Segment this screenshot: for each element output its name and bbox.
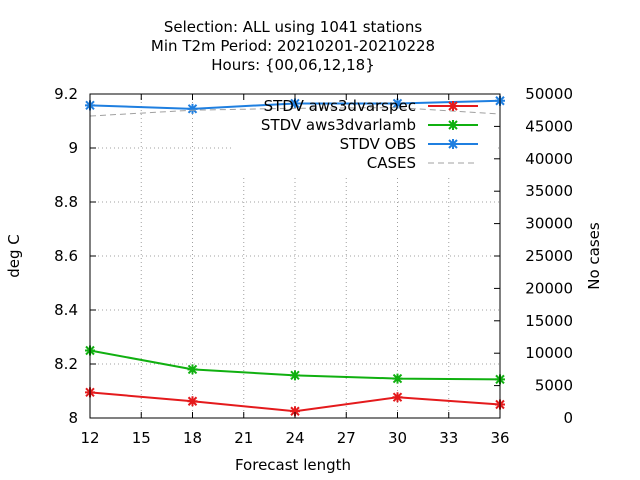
data-point xyxy=(187,396,198,407)
y2-axis-label: No cases xyxy=(585,222,603,290)
x-axis-label: Forecast length xyxy=(235,456,351,474)
y-axis-label: deg C xyxy=(5,234,23,278)
y2-tick-label: 45000 xyxy=(525,117,573,135)
y-tick-label: 8.6 xyxy=(54,247,78,265)
legend-label: STDV aws3dvarspec xyxy=(264,97,416,115)
y2-tick-label: 30000 xyxy=(525,215,573,233)
y-tick-label: 9.2 xyxy=(54,85,78,103)
y2-tick-label: 5000 xyxy=(535,377,573,395)
y-tick-label: 8.2 xyxy=(54,355,78,373)
data-point xyxy=(392,98,403,109)
x-tick-label: 30 xyxy=(388,429,407,447)
y-tick-label: 8.8 xyxy=(54,193,78,211)
data-point xyxy=(392,392,403,403)
x-tick-label: 24 xyxy=(285,429,304,447)
data-point xyxy=(187,364,198,375)
y2-tick-label: 25000 xyxy=(525,247,573,265)
data-point xyxy=(290,406,300,417)
chart-title-line-2: Min T2m Period: 20210201-20210228 xyxy=(151,37,435,55)
data-point xyxy=(392,373,403,384)
legend-label: STDV OBS xyxy=(340,135,416,153)
ticks-layer: 12 15 18 21 24 27 30 33 36 8 8.2 8.4 8.6 8.8 9 9.2 0 5000… xyxy=(54,85,573,447)
series-line-3 xyxy=(89,107,501,117)
legend-label: STDV aws3dvarlamb xyxy=(261,116,416,134)
data-point xyxy=(290,98,300,109)
chart-title-line-1: Selection: ALL using 1041 stations xyxy=(164,18,423,36)
y2-tick-label: 50000 xyxy=(525,85,573,103)
x-tick-label: 15 xyxy=(132,429,151,447)
x-tick-label: 27 xyxy=(337,429,356,447)
y2-tick-label: 10000 xyxy=(525,344,573,362)
y-tick-label: 9 xyxy=(68,139,78,157)
y2-tick-label: 15000 xyxy=(525,312,573,330)
chart-title-line-3: Hours: {00,06,12,18} xyxy=(211,56,375,74)
y-tick-label: 8.4 xyxy=(54,301,78,319)
x-tick-label: 18 xyxy=(183,429,202,447)
legend-marker xyxy=(448,120,458,130)
y2-tick-label: 40000 xyxy=(525,150,573,168)
legend-marker xyxy=(448,101,458,111)
x-tick-label: 33 xyxy=(439,429,458,447)
y2-tick-label: 35000 xyxy=(525,182,573,200)
legend-label: CASES xyxy=(367,154,416,172)
y-tick-label: 8 xyxy=(68,409,78,427)
x-tick-label: 12 xyxy=(80,429,99,447)
legend-marker xyxy=(448,139,458,149)
y2-tick-label: 0 xyxy=(563,409,573,427)
y2-tick-label: 20000 xyxy=(525,279,573,297)
x-tick-label: 36 xyxy=(490,429,509,447)
data-point xyxy=(187,103,198,114)
data-point xyxy=(290,370,300,381)
x-tick-label: 21 xyxy=(234,429,253,447)
